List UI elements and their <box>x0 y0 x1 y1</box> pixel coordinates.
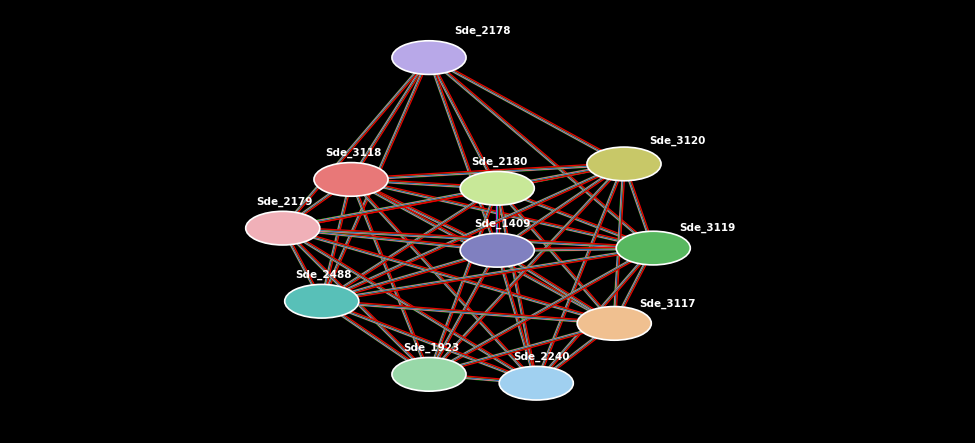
Circle shape <box>285 284 359 318</box>
Text: Sde_1923: Sde_1923 <box>403 343 459 353</box>
Text: Sde_3117: Sde_3117 <box>640 299 696 309</box>
Text: Sde_2179: Sde_2179 <box>256 197 313 207</box>
Text: Sde_2488: Sde_2488 <box>295 270 352 280</box>
Circle shape <box>616 231 690 265</box>
Text: Sde_2178: Sde_2178 <box>454 26 511 36</box>
Text: Sde_3120: Sde_3120 <box>649 136 706 146</box>
Circle shape <box>392 358 466 391</box>
Circle shape <box>460 233 534 267</box>
Text: Sde_2180: Sde_2180 <box>471 157 527 167</box>
Circle shape <box>577 307 651 340</box>
Circle shape <box>392 41 466 74</box>
Text: Sde_3118: Sde_3118 <box>325 148 381 158</box>
Circle shape <box>587 147 661 181</box>
Text: Sde_3119: Sde_3119 <box>679 223 735 233</box>
Circle shape <box>314 163 388 196</box>
Circle shape <box>499 366 573 400</box>
Circle shape <box>460 171 534 205</box>
Text: Sde_2240: Sde_2240 <box>513 352 569 362</box>
Text: Sde_1409: Sde_1409 <box>474 219 530 229</box>
Circle shape <box>246 211 320 245</box>
